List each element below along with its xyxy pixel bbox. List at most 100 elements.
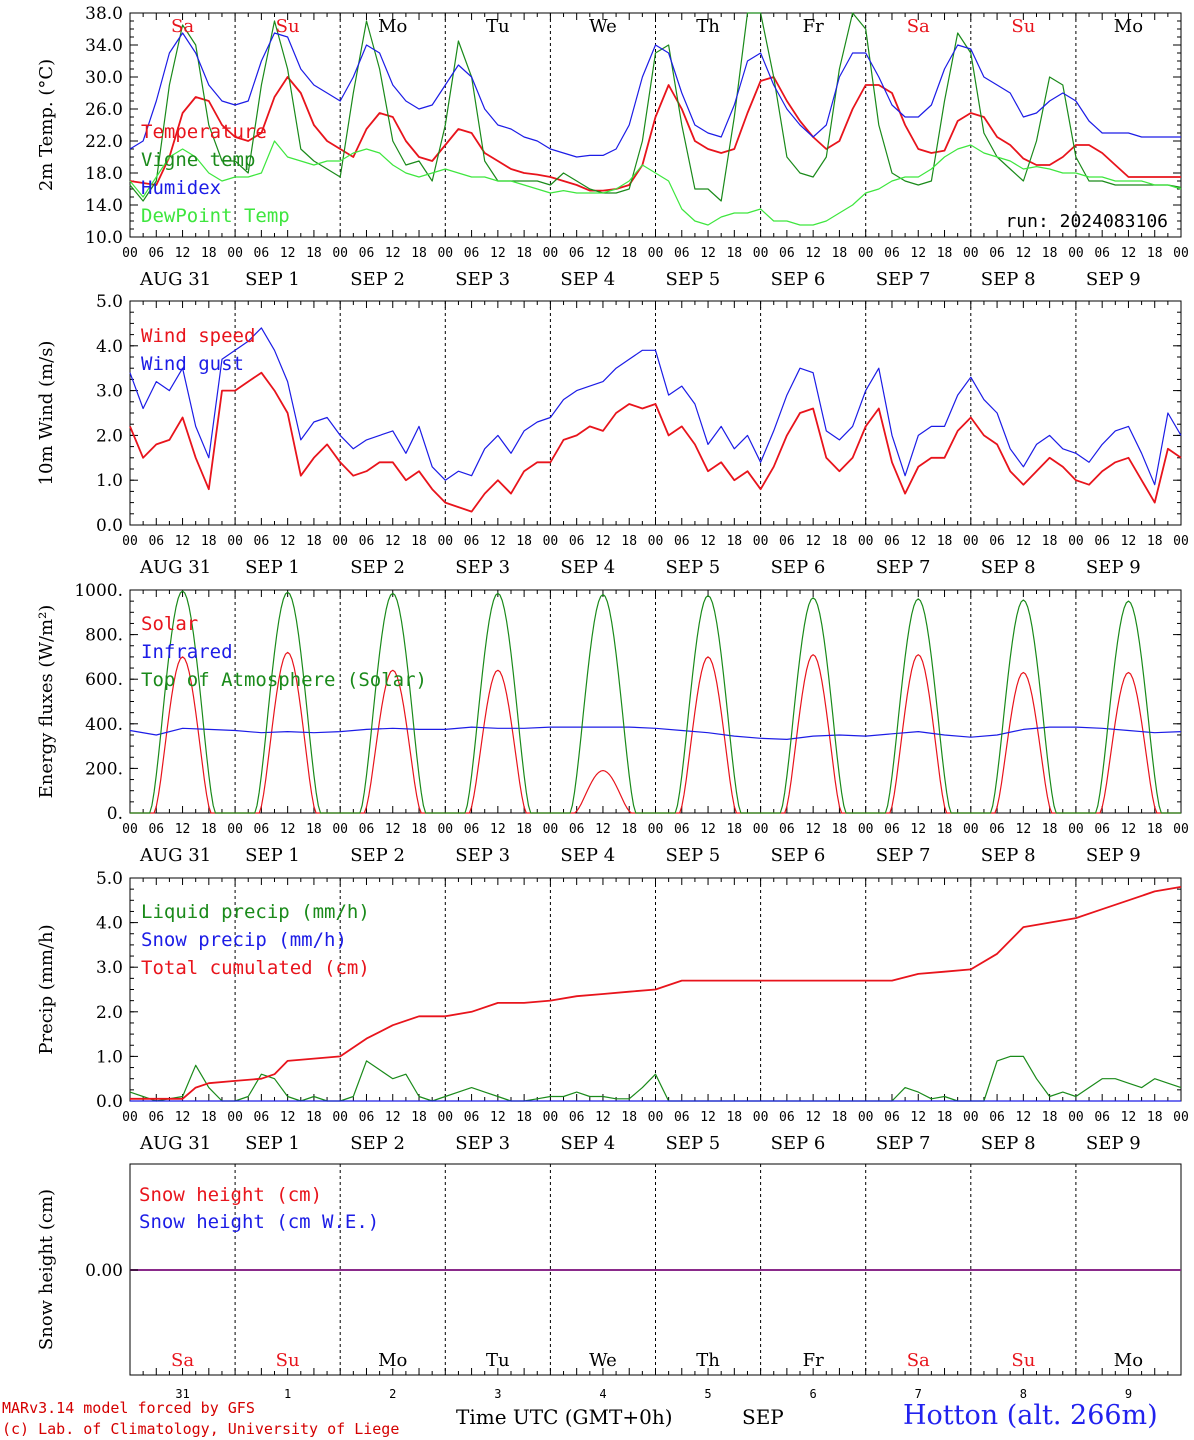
hour-tick-label: 18 <box>621 822 637 837</box>
hour-tick-label: 18 <box>411 1110 427 1125</box>
date-label: SEP 4 <box>560 269 615 290</box>
hour-tick-label: 00 <box>437 246 453 261</box>
hour-tick-label: 18 <box>1042 534 1058 549</box>
hour-tick-label: 00 <box>1068 822 1084 837</box>
hour-tick-label: 12 <box>280 246 296 261</box>
day-number: 4 <box>599 1387 606 1401</box>
y-tick-label: 4.0 <box>96 337 123 357</box>
hour-tick-label: 12 <box>910 1110 926 1125</box>
hour-tick-label: 18 <box>1147 1110 1163 1125</box>
hour-tick-label: 18 <box>937 246 953 261</box>
hour-tick-label: 06 <box>359 246 375 261</box>
hour-tick-label: 18 <box>621 246 637 261</box>
hour-tick-label: 18 <box>201 822 217 837</box>
series-line-top-of-atmosphere-solar- <box>130 590 1181 814</box>
hour-tick-label: 06 <box>464 822 480 837</box>
hour-tick-label: 18 <box>1147 822 1163 837</box>
panel-2: 10m Wind (m/s) <box>36 300 1182 526</box>
date-label: SEP 3 <box>455 557 510 578</box>
y-tick-label: 30.0 <box>85 68 123 88</box>
hour-tick-label: 12 <box>1121 246 1137 261</box>
hour-tick-label: 00 <box>227 822 243 837</box>
legend-entry: Wind gust <box>141 353 244 375</box>
date-label: SEP 7 <box>876 557 931 578</box>
hour-tick-label: 06 <box>359 822 375 837</box>
hour-tick-label: 06 <box>148 246 164 261</box>
day-name: Sa <box>907 16 930 37</box>
date-label: SEP 1 <box>245 269 300 290</box>
date-label: SEP 8 <box>981 269 1036 290</box>
hour-tick-label: 00 <box>963 822 979 837</box>
hour-tick-label: 06 <box>148 534 164 549</box>
hour-tick-label: 06 <box>464 1110 480 1125</box>
plot-frame <box>129 589 1182 814</box>
day-name: Mo <box>378 16 407 37</box>
y-axis-label: Snow height (cm) <box>36 1189 57 1350</box>
series-line-humidex <box>129 32 1181 158</box>
hour-tick-label: 06 <box>779 534 795 549</box>
hour-tick-label: 06 <box>569 1110 585 1125</box>
hour-tick-label: 00 <box>753 822 769 837</box>
hour-tick-label: 18 <box>621 534 637 549</box>
hour-tick-label: 12 <box>1121 822 1137 837</box>
series-line-wind-gust <box>129 327 1182 486</box>
hour-tick-label: 06 <box>674 246 690 261</box>
date-label: SEP 7 <box>876 845 931 866</box>
hour-tick-label: 18 <box>306 534 322 549</box>
date-label: AUG 31 <box>139 845 211 866</box>
day-number: 9 <box>1125 1387 1132 1401</box>
hour-tick-label: 12 <box>700 1110 716 1125</box>
hour-tick-label: 00 <box>1173 246 1189 261</box>
y-tick-label: 1000. <box>74 581 123 601</box>
legend-entry: Infrared <box>141 641 233 663</box>
legend-entry: Temperature <box>141 121 267 143</box>
hour-tick-label: 12 <box>595 534 611 549</box>
day-name: We <box>589 16 617 37</box>
hour-tick-label: 00 <box>753 534 769 549</box>
hour-tick-label: 00 <box>648 246 664 261</box>
hour-tick-label: 12 <box>805 246 821 261</box>
legend-entry: Snow precip (mm/h) <box>141 929 347 951</box>
hour-tick-label: 00 <box>858 534 874 549</box>
hour-tick-label: 06 <box>1094 534 1110 549</box>
date-label: SEP 5 <box>666 845 721 866</box>
hour-tick-label: 00 <box>332 246 348 261</box>
series-line-dewpoint-temp <box>129 140 1182 226</box>
hour-tick-label: 12 <box>385 822 401 837</box>
hour-tick-label: 12 <box>805 1110 821 1125</box>
date-label: SEP 9 <box>1086 269 1141 290</box>
date-label: SEP 9 <box>1086 1133 1141 1154</box>
y-tick-label: 0.00 <box>85 1261 123 1281</box>
date-label: SEP 8 <box>981 845 1036 866</box>
hour-tick-label: 00 <box>437 822 453 837</box>
y-tick-label: 0.0 <box>96 1092 123 1112</box>
date-label: SEP 5 <box>666 269 721 290</box>
day-number: 5 <box>704 1387 711 1401</box>
hour-tick-label: 06 <box>464 246 480 261</box>
day-number: 8 <box>1020 1387 1027 1401</box>
hour-tick-label: 18 <box>516 246 532 261</box>
x-axis-title: Time UTC (GMT+0h) <box>456 1405 673 1429</box>
date-label: SEP 6 <box>771 557 826 578</box>
hour-tick-label: 00 <box>543 1110 559 1125</box>
day-number: 3 <box>494 1387 501 1401</box>
y-tick-label: 0. <box>107 804 123 824</box>
hour-tick-label: 00 <box>1173 1110 1189 1125</box>
hour-tick-label: 12 <box>175 822 191 837</box>
hour-tick-label: 18 <box>516 534 532 549</box>
hour-tick-label: 12 <box>175 246 191 261</box>
day-name: Su <box>276 16 300 37</box>
date-label: SEP 6 <box>771 269 826 290</box>
day-number: 6 <box>810 1387 817 1401</box>
day-name: Th <box>696 1350 720 1371</box>
hour-tick-label: 18 <box>1042 1110 1058 1125</box>
day-name: Su <box>1011 16 1035 37</box>
hour-tick-label: 00 <box>437 1110 453 1125</box>
hour-tick-label: 18 <box>832 822 848 837</box>
hour-tick-label: 12 <box>490 534 506 549</box>
date-label: SEP 3 <box>455 269 510 290</box>
hour-tick-label: 00 <box>963 1110 979 1125</box>
hour-tick-label: 06 <box>359 1110 375 1125</box>
hour-tick-label: 00 <box>648 822 664 837</box>
day-name: Fr <box>803 1350 824 1371</box>
